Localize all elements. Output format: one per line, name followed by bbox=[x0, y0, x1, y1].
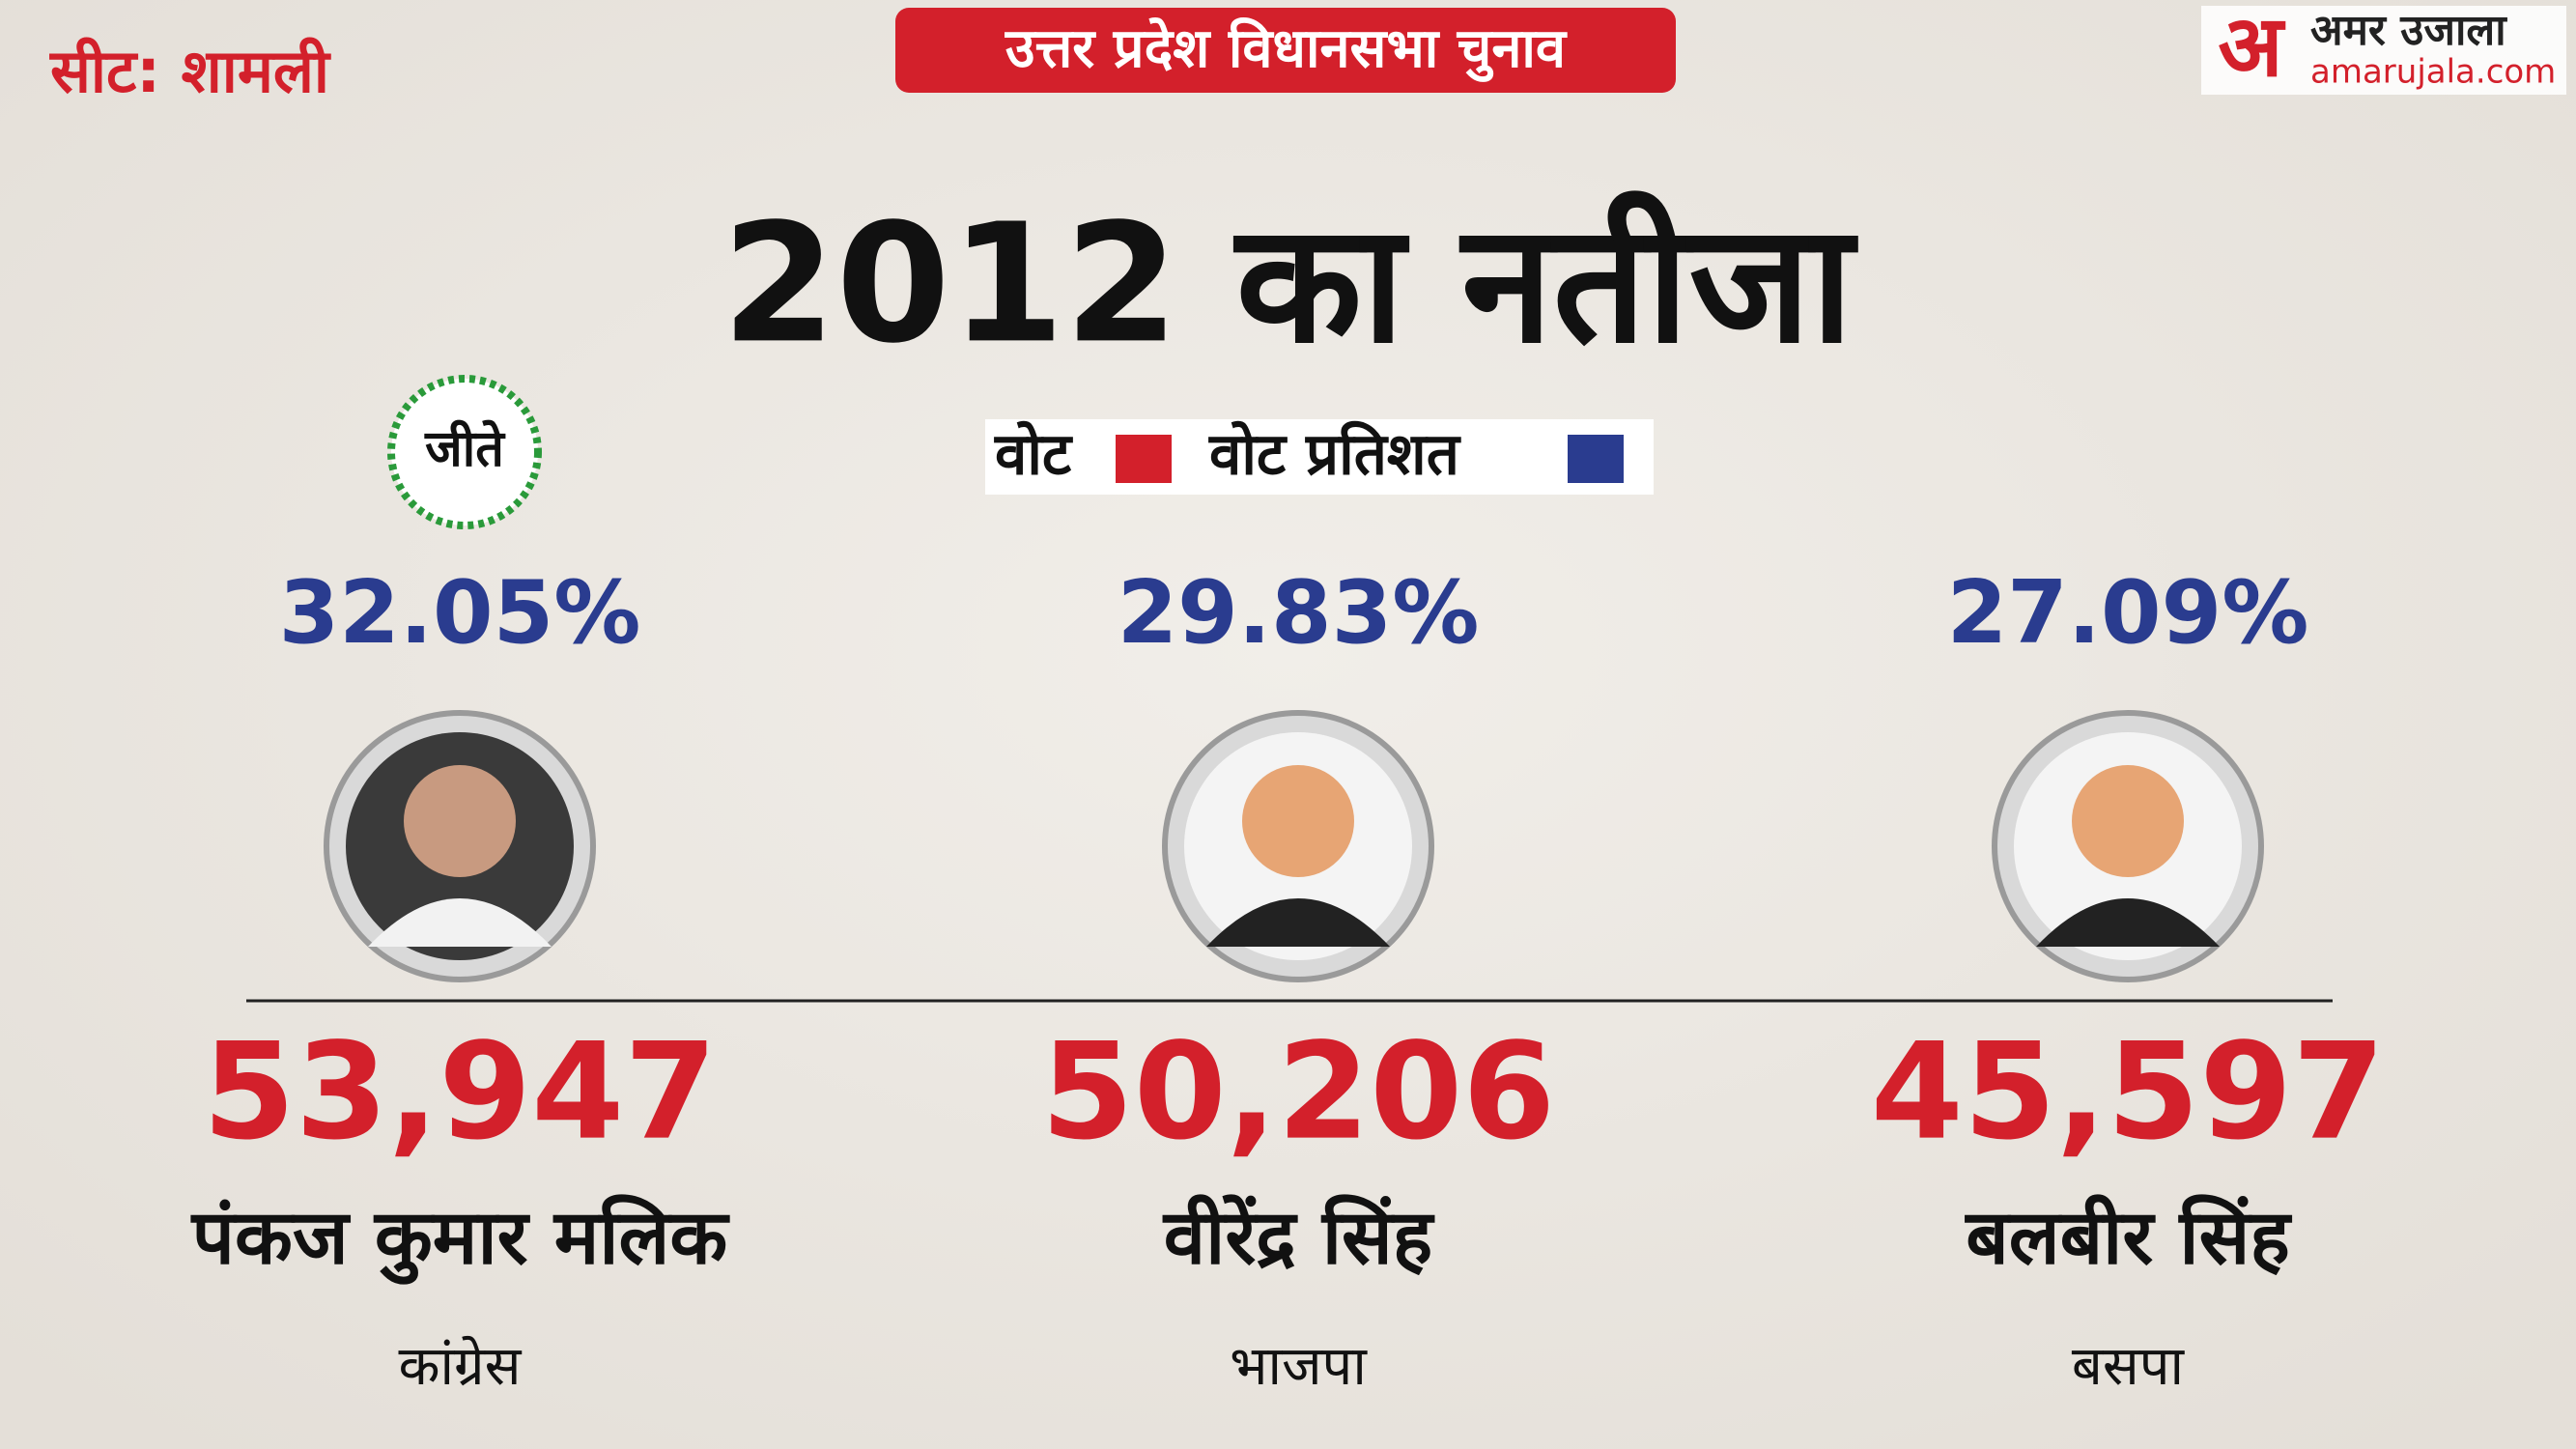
title: 2012 का नतीजा bbox=[722, 188, 1859, 380]
winner-badge bbox=[387, 375, 542, 529]
legend-swatch-votes bbox=[1116, 435, 1172, 483]
vote-count: 50,206 bbox=[1041, 1014, 1556, 1170]
logo-site: amarujala.com bbox=[2310, 53, 2556, 92]
avatar-body bbox=[368, 898, 552, 947]
legend-percent: वोट प्रतिशत bbox=[1208, 421, 1461, 489]
candidate-name: बलबीर सिंह bbox=[1964, 1193, 2292, 1281]
party-name: कांग्रेस bbox=[399, 1335, 523, 1398]
vote-percent: 29.83% bbox=[1118, 562, 1480, 664]
vote-percent: 27.09% bbox=[1947, 562, 2309, 664]
legend-swatch-percent bbox=[1568, 435, 1624, 483]
logo-name: अमर उजाला bbox=[2310, 6, 2507, 55]
logo-mark: अ bbox=[2218, 0, 2285, 96]
seat-label: सीट: शामली bbox=[49, 36, 331, 106]
candidate-name: पंकज कुमार मलिक bbox=[190, 1193, 731, 1285]
banner-text: उत्तर प्रदेश विधानसभा चुनाव bbox=[1005, 16, 1568, 82]
legend-votes: वोट bbox=[994, 421, 1074, 489]
vote-percent: 32.05% bbox=[279, 562, 641, 664]
candidate-name: वीरेंद्र सिंह bbox=[1162, 1193, 1435, 1281]
avatar-face bbox=[1242, 765, 1354, 877]
legend-box bbox=[985, 419, 1654, 495]
party-name: भाजपा bbox=[1230, 1335, 1368, 1398]
party-name: बसपा bbox=[2072, 1335, 2186, 1398]
vote-count: 45,597 bbox=[1871, 1014, 2386, 1170]
logo-box bbox=[2201, 6, 2566, 95]
avatar-face bbox=[404, 765, 516, 877]
avatar-body bbox=[2036, 898, 2220, 947]
avatar-face bbox=[2072, 765, 2184, 877]
winner-badge-text: जीते bbox=[424, 419, 506, 478]
banner-box bbox=[895, 8, 1676, 93]
vote-count: 53,947 bbox=[203, 1014, 718, 1170]
avatar-body bbox=[1206, 898, 1390, 947]
